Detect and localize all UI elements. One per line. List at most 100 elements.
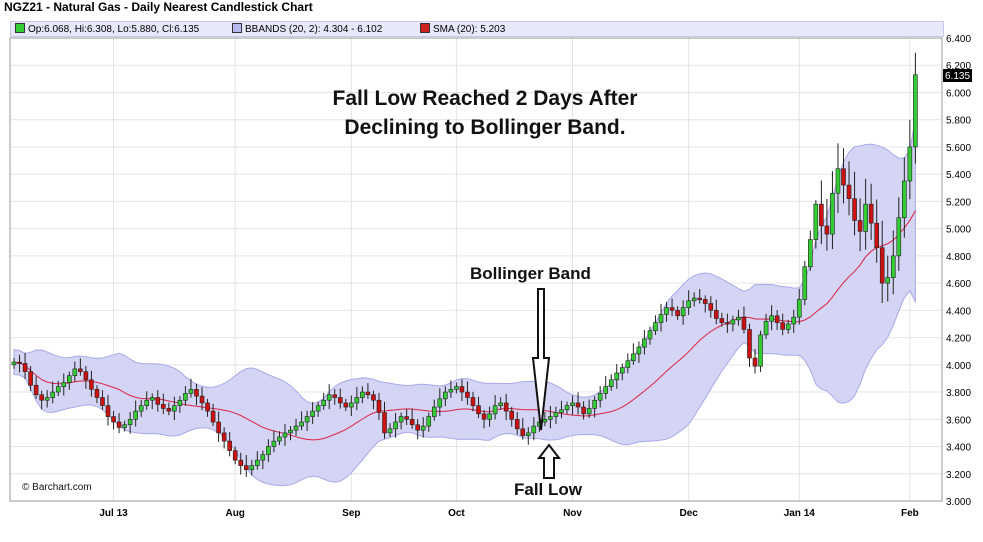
sma-line [13, 210, 916, 441]
candle [249, 459, 255, 476]
candle [525, 427, 531, 445]
candle [100, 390, 105, 410]
candle [465, 381, 470, 405]
candle [669, 298, 675, 317]
y-tick-label: 6.400 [946, 34, 971, 45]
candle [885, 255, 891, 302]
candle [426, 412, 432, 432]
legend-ohlc-swatch [15, 23, 25, 33]
y-tick-label: 3.400 [946, 443, 971, 454]
candle [570, 395, 575, 415]
y-axis: 3.000 3.200 3.400 3.600 3.800 4.000 4.200 4.400… [946, 34, 971, 508]
candles [11, 52, 918, 478]
candle [481, 409, 487, 429]
legend-ohlc-label: Op:6.068, Hi:6.308, Lo:5.880, Cl:6.135 [28, 24, 200, 35]
candle [255, 451, 260, 470]
x-tick-label: Jan 14 [784, 508, 816, 519]
candle [769, 305, 774, 331]
candle [288, 426, 293, 441]
fall-low-label: Fall Low [514, 480, 582, 499]
candle [763, 313, 769, 339]
candle [409, 408, 415, 429]
candle [55, 380, 61, 397]
candle [321, 392, 326, 410]
candle [846, 161, 852, 216]
chart-title: NGZ21 - Natural Gas - Daily Nearest Cand… [4, 0, 313, 14]
y-tick-label: 3.200 [946, 470, 971, 481]
candle [664, 301, 669, 322]
candle [608, 374, 614, 391]
y-tick-label: 5.800 [946, 116, 971, 127]
candle [868, 183, 874, 240]
candle [188, 378, 194, 398]
candle [271, 430, 277, 453]
candle [431, 399, 437, 421]
candle [503, 393, 509, 421]
candle [896, 197, 902, 271]
candle [636, 341, 642, 363]
candle [774, 310, 780, 330]
candle [326, 384, 332, 410]
candle [221, 427, 227, 449]
x-tick-label: Feb [901, 508, 919, 519]
candle [420, 417, 426, 438]
candle [564, 401, 570, 414]
candle [680, 300, 686, 325]
candle [808, 230, 813, 271]
candle [216, 411, 221, 442]
candle [343, 398, 349, 412]
candle [111, 410, 116, 430]
candle [902, 157, 907, 238]
y-tick-label: 5.000 [946, 225, 971, 236]
legend-ohlc: Op:6.068, Hi:6.308, Lo:5.880, Cl:6.135 [15, 23, 199, 35]
candle [227, 432, 232, 457]
candle [404, 409, 409, 426]
candle [354, 386, 360, 411]
candle [44, 390, 50, 408]
candle [830, 171, 835, 250]
candle [708, 296, 714, 318]
bollinger-band [13, 119, 916, 487]
candle [597, 386, 603, 408]
headline-line-2: Declining to Bollinger Band. [344, 116, 626, 139]
candle [360, 386, 365, 404]
y-tick-label: 4.600 [946, 279, 971, 290]
candle [161, 393, 166, 415]
candle [791, 309, 797, 333]
candle [642, 329, 647, 355]
candle [238, 452, 244, 475]
candle [719, 312, 725, 327]
candle [785, 319, 791, 334]
x-tick-label: Dec [679, 508, 698, 519]
candle [387, 423, 393, 437]
candle [277, 431, 282, 446]
candle [28, 365, 33, 391]
candle [581, 401, 586, 420]
candle [83, 365, 89, 389]
candle [133, 400, 138, 427]
y-tick-label: 3.600 [946, 415, 971, 426]
candle [752, 349, 758, 374]
candle [454, 382, 459, 394]
candle [796, 288, 802, 325]
candle [393, 413, 398, 438]
candle [382, 401, 387, 439]
candle [448, 380, 454, 398]
candle [443, 386, 448, 407]
candle [586, 399, 592, 418]
candle [514, 411, 520, 435]
candle [863, 178, 868, 250]
candle [758, 330, 763, 372]
candle [39, 390, 44, 410]
candle [105, 395, 111, 426]
candle [199, 387, 205, 411]
x-tick-label: Aug [225, 508, 244, 519]
candle [907, 119, 913, 200]
legend-bbands: BBANDS (20, 2): 4.304 - 6.102 [232, 23, 382, 35]
candle [824, 198, 830, 251]
candle [94, 385, 100, 404]
y-tick-label: 5.600 [946, 143, 971, 154]
candle [819, 180, 824, 245]
candle [531, 417, 537, 441]
y-tick-label: 3.000 [946, 497, 971, 508]
